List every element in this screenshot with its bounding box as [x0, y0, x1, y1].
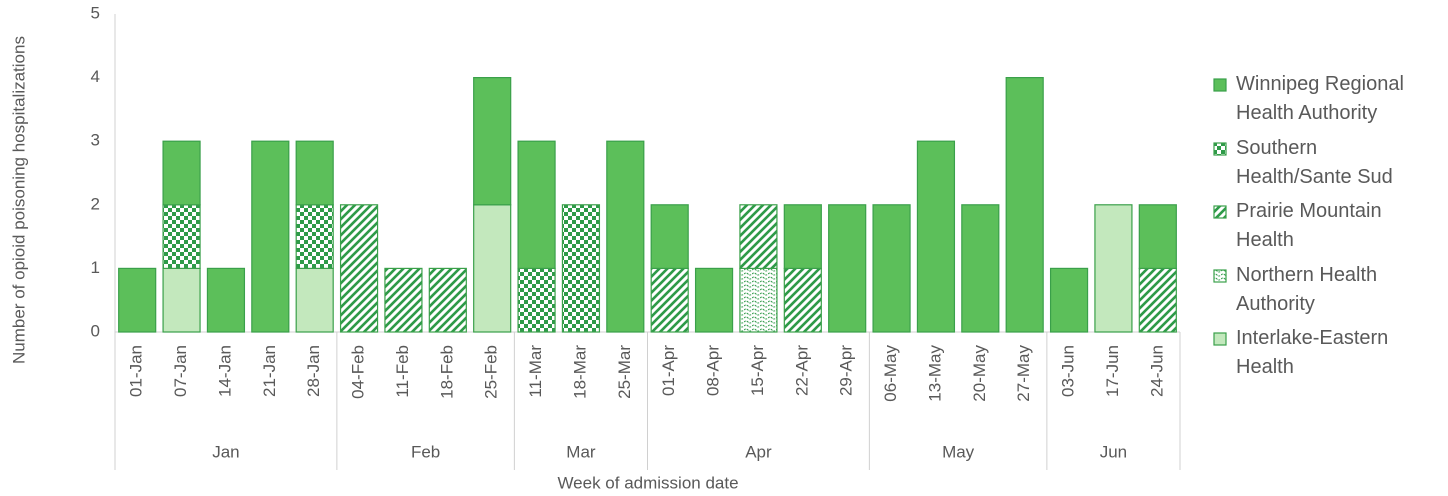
bar-segment	[1094, 204, 1133, 333]
legend-item: Winnipeg Regional Health Authority	[1210, 70, 1436, 134]
bar-segment	[517, 140, 556, 269]
bar-segment	[1049, 267, 1089, 333]
legend-item: Interlake-Eastern Health	[1210, 324, 1436, 388]
bar-segment	[694, 267, 734, 333]
x-tick-label: 22-Apr	[792, 345, 811, 396]
bar-segment	[872, 204, 911, 333]
x-tick-label: 11-Feb	[393, 345, 412, 398]
x-tick-label: 29-Apr	[837, 345, 856, 396]
bar-segment	[295, 204, 334, 270]
x-tick-label: 18-Feb	[437, 345, 456, 399]
x-tick-label: 17-Jun	[1103, 345, 1122, 397]
x-tick-label: 14-Jan	[215, 345, 234, 397]
x-tick-label: 24-Jun	[1147, 345, 1166, 397]
legend-label: Northern Health Authority	[1236, 263, 1378, 315]
bar-segment	[118, 267, 157, 333]
x-tick-label: 25-Feb	[482, 345, 501, 399]
bar-segment	[473, 76, 512, 206]
bar-segment	[1005, 76, 1044, 333]
x-tick-label: 04-Feb	[349, 345, 368, 399]
legend-item: Southern Health/Sante Sud	[1210, 134, 1436, 198]
bar-segment	[162, 140, 201, 206]
bar-segment	[251, 140, 290, 333]
legend-item: Northern Health Authority	[1210, 261, 1436, 325]
bar-segment	[517, 267, 556, 333]
legend-swatch	[1213, 205, 1227, 219]
bar-segment	[916, 140, 956, 333]
legend: Winnipeg Regional Health Authority Southe…	[1210, 70, 1440, 388]
group-label: May	[942, 442, 975, 461]
bar-segment	[650, 204, 689, 270]
bar-segment	[783, 267, 822, 333]
legend-swatch	[1213, 332, 1227, 346]
legend-swatch	[1213, 268, 1227, 283]
bar-segment	[295, 267, 334, 333]
bar-segment	[473, 204, 512, 333]
group-label: Jan	[212, 442, 239, 461]
y-tick-label: 5	[91, 3, 100, 22]
group-label: Jun	[1100, 442, 1127, 461]
x-tick-label: 06-May	[881, 345, 900, 402]
bar-segment	[1138, 267, 1177, 333]
x-tick-label: 27-May	[1014, 345, 1033, 402]
x-tick-label: 28-Jan	[304, 345, 323, 397]
x-tick-label: 08-Apr	[704, 345, 723, 396]
legend-swatch	[1213, 141, 1227, 156]
group-label: Feb	[411, 442, 440, 461]
y-tick-label: 4	[91, 67, 100, 86]
bar-segment	[961, 204, 1000, 333]
bar-segment	[783, 204, 822, 270]
bar-segment	[428, 267, 467, 333]
bar-segment	[206, 267, 246, 333]
x-tick-label: 01-Jan	[127, 345, 146, 397]
x-tick-label: 13-May	[925, 345, 944, 402]
x-tick-label: 01-Apr	[659, 345, 678, 396]
x-tick-label: 21-Jan	[260, 345, 279, 397]
x-tick-label: 25-Mar	[615, 345, 634, 399]
bar-segment	[739, 267, 778, 333]
bar-segment	[162, 204, 201, 270]
y-tick-label: 3	[91, 131, 100, 150]
y-tick-label: 0	[91, 321, 100, 340]
bar-segment	[162, 267, 201, 333]
legend-label: Winnipeg Regional Health Authority	[1236, 73, 1404, 124]
y-tick-label: 2	[91, 194, 100, 213]
x-tick-label: 11-Mar	[526, 345, 545, 398]
x-tick-label: 07-Jan	[171, 345, 190, 397]
legend-label: Southern Health/Sante Sud	[1236, 136, 1393, 188]
legend-label: Interlake-Eastern Health	[1236, 327, 1389, 378]
x-tick-label: 18-Mar	[570, 345, 589, 399]
group-label: Apr	[745, 442, 772, 461]
legend-swatch	[1213, 78, 1227, 92]
bar-segment	[561, 204, 601, 333]
legend-label: Prairie Mountain Health	[1236, 200, 1382, 251]
y-tick-label: 1	[91, 258, 100, 277]
bar-segment	[739, 204, 778, 270]
bar-segment	[339, 204, 379, 333]
legend-item: Prairie Mountain Health	[1210, 197, 1436, 261]
bar-segment	[606, 140, 645, 333]
x-tick-label: 20-May	[970, 345, 989, 402]
group-label: Mar	[566, 442, 596, 461]
bar-segment	[384, 267, 423, 333]
bar-segment	[828, 204, 867, 333]
bar-segment	[1138, 204, 1177, 270]
x-tick-label: 03-Jun	[1059, 345, 1078, 397]
y-axis-title: Number of opioid poisoning hospitalizati…	[9, 36, 28, 364]
bar-segment	[650, 267, 689, 333]
bar-segment	[295, 140, 334, 206]
x-tick-label: 15-Apr	[748, 345, 767, 396]
x-axis-title: Week of admission date	[557, 473, 738, 492]
